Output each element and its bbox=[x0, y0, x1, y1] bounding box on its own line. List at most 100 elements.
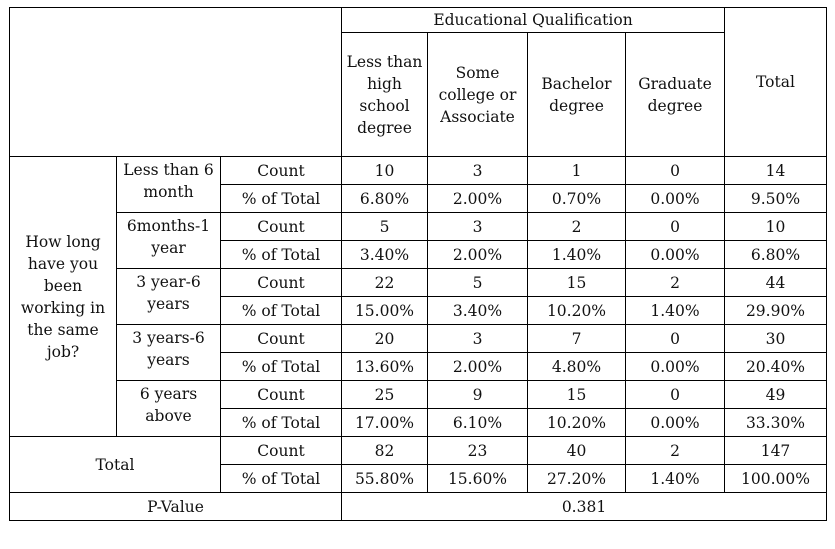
percent-cell: 10.20% bbox=[527, 408, 626, 437]
percent-label: % of Total bbox=[220, 408, 342, 437]
count-cell: 22 bbox=[341, 268, 428, 297]
count-cell: 15 bbox=[527, 380, 626, 409]
table-row: 6months-1 year Count 5 3 2 0 10 bbox=[10, 212, 827, 269]
total-count-cell: 23 bbox=[427, 436, 528, 465]
percent-cell: 29.90% bbox=[724, 296, 827, 325]
percent-cell: 2.00% bbox=[427, 352, 528, 381]
row-group-label: Less than 6 month bbox=[116, 156, 221, 213]
table-row: 3 year-6 years Count 22 5 15 2 44 bbox=[10, 268, 827, 325]
count-label: Count bbox=[220, 324, 342, 353]
count-cell: 5 bbox=[427, 268, 528, 297]
table-row: % of Total 17.00% 6.10% 10.20% 0.00% 33.30% bbox=[10, 408, 827, 437]
count-label: Count bbox=[220, 156, 342, 185]
percent-cell: 4.80% bbox=[527, 352, 626, 381]
corner-cell bbox=[9, 7, 342, 157]
percent-cell: 9.50% bbox=[724, 184, 827, 213]
total-count-cell: 2 bbox=[625, 436, 725, 465]
count-cell: 44 bbox=[724, 268, 827, 297]
p-value-label: P-Value bbox=[9, 492, 342, 521]
total-count-cell: 40 bbox=[527, 436, 626, 465]
table-body: How long have you been working in the sa… bbox=[9, 156, 827, 437]
count-cell: 14 bbox=[724, 156, 827, 185]
percent-cell: 13.60% bbox=[341, 352, 428, 381]
percent-cell: 3.40% bbox=[341, 240, 428, 269]
count-cell: 0 bbox=[625, 212, 725, 241]
percent-cell: 0.70% bbox=[527, 184, 626, 213]
count-cell: 0 bbox=[625, 380, 725, 409]
table-row: % of Total 3.40% 2.00% 1.40% 0.00% 6.80% bbox=[10, 240, 827, 269]
percent-cell: 0.00% bbox=[625, 240, 725, 269]
total-count-cell: 147 bbox=[724, 436, 827, 465]
total-count-cell: 82 bbox=[341, 436, 428, 465]
count-cell: 2 bbox=[625, 268, 725, 297]
count-cell: 25 bbox=[341, 380, 428, 409]
total-percent-cell: 100.00% bbox=[724, 464, 827, 493]
row-group-label: 6months-1 year bbox=[116, 212, 221, 269]
column-header-bachelor: Bachelor degree bbox=[527, 32, 626, 157]
total-count-label: Count bbox=[220, 436, 342, 465]
percent-cell: 6.10% bbox=[427, 408, 528, 437]
count-cell: 30 bbox=[724, 324, 827, 353]
count-cell: 0 bbox=[625, 156, 725, 185]
total-row-label: Total bbox=[9, 436, 221, 493]
percent-cell: 15.00% bbox=[341, 296, 428, 325]
percent-cell: 0.00% bbox=[625, 408, 725, 437]
total-percent-cell: 27.20% bbox=[527, 464, 626, 493]
percent-cell: 17.00% bbox=[341, 408, 428, 437]
percent-cell: 2.00% bbox=[427, 240, 528, 269]
count-cell: 9 bbox=[427, 380, 528, 409]
total-percent-cell: 1.40% bbox=[625, 464, 725, 493]
count-label: Count bbox=[220, 212, 342, 241]
count-cell: 3 bbox=[427, 324, 528, 353]
column-header-some-college: Some college or Associate bbox=[427, 32, 528, 157]
count-cell: 10 bbox=[724, 212, 827, 241]
educational-qualification-header: Educational Qualification bbox=[341, 7, 725, 33]
count-cell: 1 bbox=[527, 156, 626, 185]
count-cell: 10 bbox=[341, 156, 428, 185]
total-percent-label: % of Total bbox=[220, 464, 342, 493]
percent-label: % of Total bbox=[220, 240, 342, 269]
column-header-less-than-high-school: Less than high school degree bbox=[341, 32, 428, 157]
percent-cell: 1.40% bbox=[527, 240, 626, 269]
count-label: Count bbox=[220, 380, 342, 409]
percent-cell: 2.00% bbox=[427, 184, 528, 213]
total-column-header: Total bbox=[724, 7, 827, 157]
count-cell: 20 bbox=[341, 324, 428, 353]
percent-cell: 0.00% bbox=[625, 184, 725, 213]
table-row: How long have you been working in the sa… bbox=[9, 156, 827, 437]
count-cell: 5 bbox=[341, 212, 428, 241]
table-row: % of Total 15.00% 3.40% 10.20% 1.40% 29.90% bbox=[10, 296, 827, 325]
row-group-label: 3 years-6 years bbox=[116, 324, 221, 381]
p-value-value: 0.381 bbox=[341, 492, 827, 521]
count-cell: 49 bbox=[724, 380, 827, 409]
percent-cell: 0.00% bbox=[625, 352, 725, 381]
row-group-label: 3 year-6 years bbox=[116, 268, 221, 325]
percent-cell: 1.40% bbox=[625, 296, 725, 325]
count-cell: 3 bbox=[427, 156, 528, 185]
percent-label: % of Total bbox=[220, 296, 342, 325]
count-cell: 0 bbox=[625, 324, 725, 353]
count-cell: 7 bbox=[527, 324, 626, 353]
count-cell: 2 bbox=[527, 212, 626, 241]
table-row: % of Total 13.60% 2.00% 4.80% 0.00% 20.40% bbox=[10, 352, 827, 381]
percent-cell: 20.40% bbox=[724, 352, 827, 381]
percent-cell: 33.30% bbox=[724, 408, 827, 437]
column-header-graduate: Graduate degree bbox=[625, 32, 725, 157]
total-percent-cell: 55.80% bbox=[341, 464, 428, 493]
count-cell: 15 bbox=[527, 268, 626, 297]
percent-cell: 3.40% bbox=[427, 296, 528, 325]
crosstab-table: Educational Qualification Total Less tha… bbox=[9, 7, 827, 521]
table-row: 6 years above Count 25 9 15 0 49 bbox=[10, 380, 827, 437]
total-percent-cell: 15.60% bbox=[427, 464, 528, 493]
table-row: 3 years-6 years Count 20 3 7 0 30 bbox=[10, 324, 827, 381]
percent-cell: 10.20% bbox=[527, 296, 626, 325]
count-label: Count bbox=[220, 268, 342, 297]
count-cell: 3 bbox=[427, 212, 528, 241]
row-question-label: How long have you been working in the sa… bbox=[9, 156, 117, 437]
percent-label: % of Total bbox=[220, 352, 342, 381]
percent-cell: 6.80% bbox=[724, 240, 827, 269]
row-group-label: 6 years above bbox=[116, 380, 221, 437]
table-row: % of Total 6.80% 2.00% 0.70% 0.00% 9.50% bbox=[10, 184, 827, 213]
percent-label: % of Total bbox=[220, 184, 342, 213]
percent-cell: 6.80% bbox=[341, 184, 428, 213]
